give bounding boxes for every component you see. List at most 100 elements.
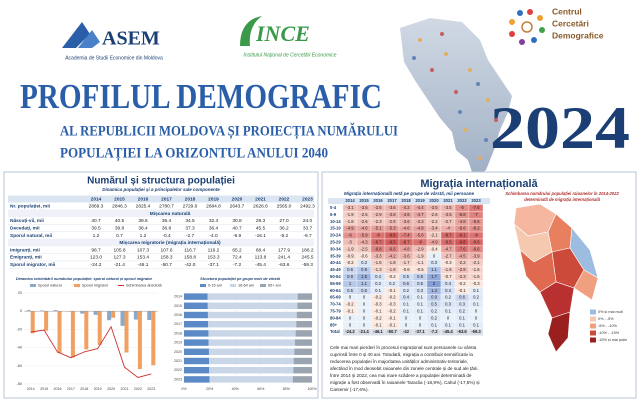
bar [80,311,85,314]
table-title: Migrația internațională netă pe grupe de… [344,191,475,196]
table-cell: 0 [363,302,366,307]
bar-segment [209,357,294,365]
legend-label: 16-64 ani [238,284,254,288]
x-tick-label: 100% [307,387,317,391]
year-header: 2021 [255,196,266,202]
x-tick-label: 2015 [40,387,48,391]
paragraph-line: Între 2014 și 2022, cea mai mare scădere… [329,372,472,378]
table-cell: 241.4 [278,255,290,261]
table-cell: 0 [419,322,422,327]
table-cell: 0.1 [431,322,437,327]
table-cell: -37.1 [208,262,219,268]
table-cell: -2.7 [186,233,195,239]
bar-segment [184,302,208,310]
paragraph-line: cuprinsă între 0 și 40 ani. Totodată, mi… [330,352,473,357]
legend-label: 65+ ani [268,284,281,288]
legend-swatch [590,337,596,343]
year-header: 2020 [429,198,439,203]
bar [137,311,142,370]
table-cell: -1.9 [416,253,424,258]
bar [40,310,45,312]
table-cell: -0.4 [430,246,438,251]
table-cell: 0.1 [375,288,381,293]
table-cell: 153.3 [207,255,219,261]
legend-label: -15% și mai puțin [598,338,627,342]
bar-segment [184,376,210,383]
x-tick-label: 2021 [121,387,129,391]
table-cell: 1.4 [431,288,437,293]
table-cell: 0 [349,322,352,327]
table-cell: 0.5 [347,288,353,293]
table-cell: 0.1 [403,309,409,314]
table-cell: 0.5 [417,281,423,286]
table-cell: 29.3 [256,218,266,224]
table-cell: -1.8 [346,219,354,224]
table-cell: -0.1 [458,288,466,293]
row-label: 85+ [330,322,338,327]
x-tick-label: 2020 [107,387,115,391]
panel-subtitle: Dinamica populației și a principalelor s… [102,187,220,192]
legend-swatch [260,284,266,287]
section-bg [8,239,314,247]
table-cell: 2626.6 [253,204,268,210]
table-header-bg [8,195,314,203]
bar-segment [208,320,297,328]
table-cell: 0 [363,315,366,320]
table-cell: -0.2 [374,295,382,300]
table-cell: 1.7 [431,274,437,279]
asem-caption: Academia de Studii Economice din Moldova [65,55,163,61]
table-cell: -5.9 [360,233,368,238]
ince-caption: Institutul Național de Cercetări Economi… [243,52,336,58]
table-cell: -8 [418,240,422,245]
table-cell: 1.1 [361,281,367,286]
table-cell: 0.1 [473,322,479,327]
year-header: 2021 [443,198,453,203]
table-cell: -0.1 [388,288,396,293]
table-cell: -4.3 [360,240,368,245]
table-cell: -0.3 [374,302,382,307]
legend-swatch [590,309,596,315]
table-cell: -3.6 [402,219,410,224]
table-cell: -1.6 [472,267,480,272]
row-label: Sporul natural, mii [10,233,52,239]
bar-segment [208,348,295,356]
panel-title: Migrația internațională [420,178,538,190]
table-cell: -3 [348,240,352,245]
map-title: determinată de migrația internațională [524,197,601,202]
bar-segment [184,366,210,374]
table-cell: -4.9 [346,226,354,231]
main-title: PROFILUL DEMOGRAFIC [20,77,382,116]
year-header: 2014 [91,196,102,202]
row-label: 0-4 [330,205,337,210]
paragraph-line: reducerea populației în majoritatea unit… [330,359,468,364]
table-cell: 2825.4 [136,204,151,210]
table-cell: 0 [447,315,450,320]
table-cell: -8.7 [402,240,410,245]
table-cell: 0.6 [459,295,465,300]
row-label: Emigranți, mii [10,255,42,261]
bar [133,311,138,320]
bar-segment [207,311,297,319]
table-cell: 186.2 [301,247,313,253]
legend-label: -5% - -10% [598,324,618,328]
bar [107,311,112,321]
table-cell: 24.0 [303,218,313,224]
table-cell: 0.1 [459,322,465,327]
table-cell: -1.5 [472,274,480,279]
year-header: 2022 [457,198,467,203]
bar [84,311,89,350]
table-cell: -1.3 [374,267,382,272]
table-cell: 68.4 [256,247,266,253]
table-cell: -3.3 [374,253,382,258]
table-cell: -1.8 [388,267,396,272]
table-cell: -5.6 [416,233,424,238]
year-header: 2016 [138,196,149,202]
paragraph-line: Cantemir (-17,6%). [330,387,369,392]
table-cell: -46.1 [138,262,149,268]
paragraph-line: migrație a fost observată în raioanele T… [330,380,480,385]
bar [151,311,156,366]
table-cell: 2684.8 [206,204,221,210]
table-cell: 0.1 [445,309,451,314]
table-cell: 158.8 [184,255,196,261]
